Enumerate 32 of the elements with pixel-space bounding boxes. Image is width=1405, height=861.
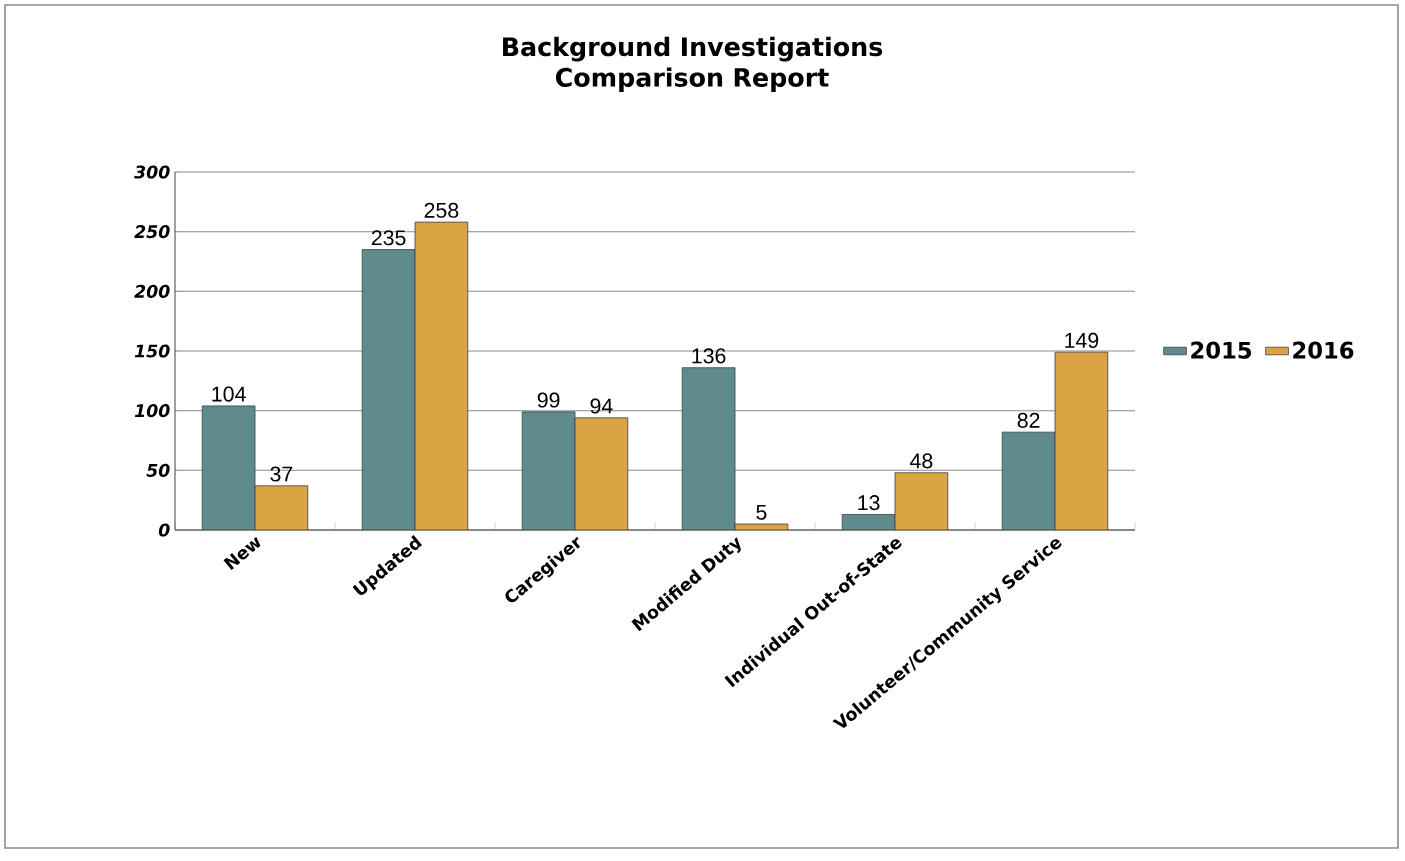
bar: [1054, 351, 1109, 530]
y-tick-label: 250: [134, 225, 170, 239]
y-tick-label: 50: [146, 463, 170, 477]
data-label: 99: [537, 392, 560, 408]
bar: [894, 472, 949, 530]
legend-label: 2016: [1293, 341, 1354, 359]
bar: [574, 417, 629, 530]
data-label: 104: [212, 386, 246, 402]
data-label: 13: [858, 495, 880, 511]
data-label: 5: [756, 504, 767, 520]
bar: [254, 485, 309, 530]
y-tick-label: 150: [134, 344, 170, 358]
data-label: 37: [270, 466, 293, 482]
data-label: 235: [371, 230, 406, 246]
bar: [681, 367, 736, 530]
y-tick-label: 300: [134, 165, 170, 179]
data-label: 149: [1065, 332, 1099, 348]
data-label: 82: [1017, 412, 1040, 428]
y-tick-label: 0: [158, 523, 170, 537]
bar: [521, 411, 576, 530]
bar: [201, 405, 256, 530]
y-tick-label: 100: [134, 404, 170, 418]
data-label: 258: [424, 202, 459, 218]
chart-title: Background Investigations Comparison Report: [503, 36, 883, 92]
bar: [361, 249, 416, 530]
bar: [1001, 431, 1056, 530]
y-tick-label: 200: [134, 284, 170, 298]
legend-label: 2015: [1191, 341, 1252, 359]
data-label: 94: [590, 398, 613, 414]
data-label: 136: [692, 348, 726, 364]
data-label: 48: [910, 453, 933, 469]
bar: [414, 221, 469, 530]
